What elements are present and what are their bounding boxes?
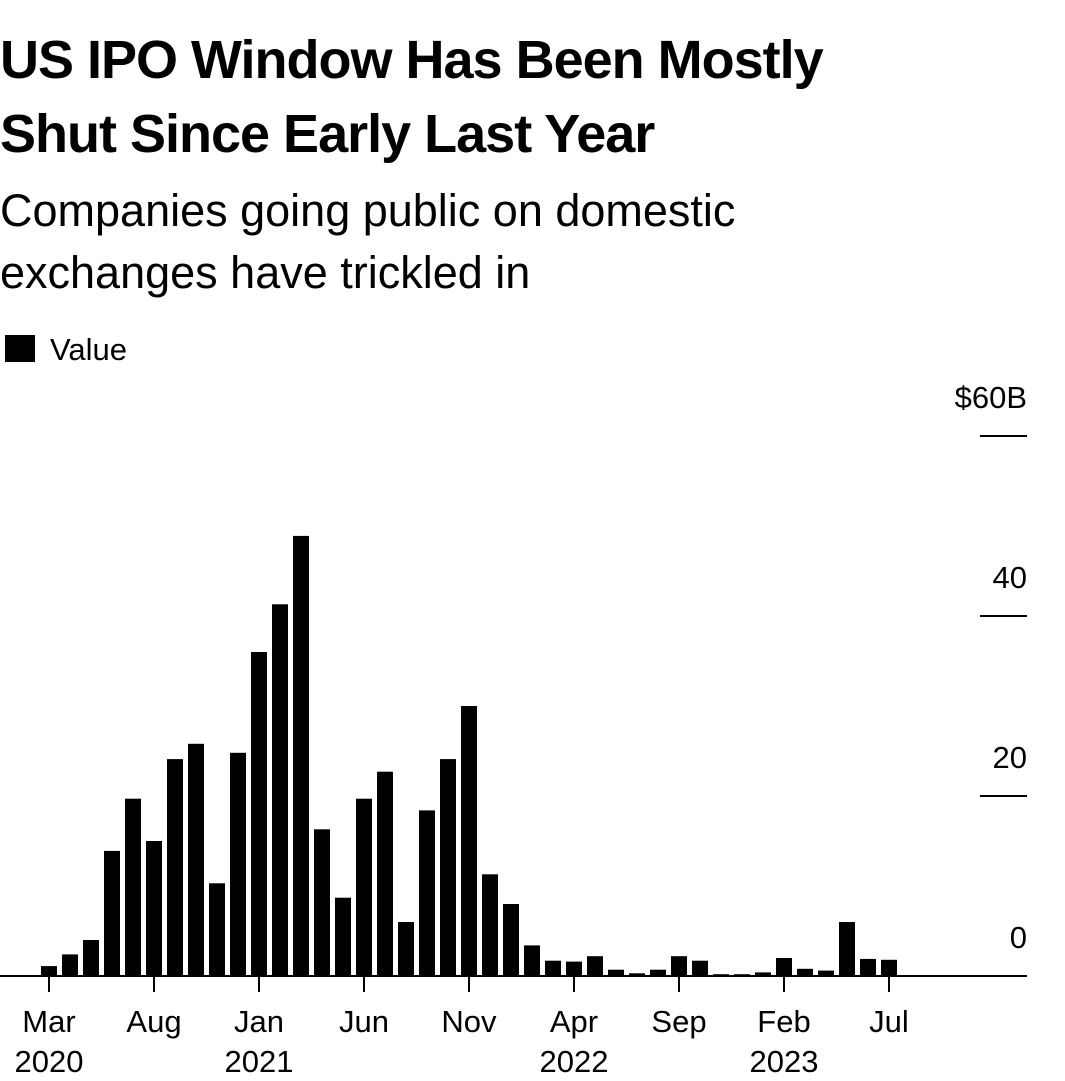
bar — [713, 974, 729, 976]
bar — [104, 850, 120, 976]
bar — [41, 966, 57, 976]
bar — [461, 706, 477, 976]
bar — [545, 960, 561, 976]
y-tick-label: 20 — [993, 740, 1027, 775]
y-tick-label: 0 — [1010, 920, 1027, 955]
x-tick-label: Jan 2021 — [225, 1004, 294, 1079]
chart-subtitle: Companies going public on domestic — [0, 185, 735, 236]
x-tick-label: Aug — [126, 1004, 181, 1039]
bar — [419, 810, 435, 976]
bar — [83, 940, 99, 976]
bar — [755, 972, 771, 976]
bar — [587, 956, 603, 976]
bar — [251, 652, 267, 976]
bar — [503, 904, 519, 976]
bar — [377, 771, 393, 976]
bar — [566, 961, 582, 976]
bar — [881, 959, 897, 976]
bar — [860, 958, 876, 976]
legend-swatch — [5, 335, 35, 362]
legend-label: Value — [50, 332, 127, 367]
chart-title: Shut Since Early Last Year — [0, 104, 655, 164]
bar — [293, 535, 309, 976]
x-tick-label: Jul — [869, 1004, 909, 1039]
bar — [440, 759, 456, 976]
bar — [734, 974, 750, 976]
chart-title: US IPO Window Has Been Mostly — [0, 30, 824, 90]
bar — [776, 958, 792, 976]
bar — [692, 960, 708, 976]
bar — [125, 798, 141, 976]
bar — [272, 604, 288, 976]
bar — [335, 897, 351, 976]
bar — [524, 945, 540, 976]
bar — [167, 759, 183, 976]
bar — [356, 798, 372, 976]
chart-subtitle: exchanges have trickled in — [0, 247, 530, 298]
bar — [230, 752, 246, 976]
bar — [797, 968, 813, 976]
bar — [650, 969, 666, 976]
bar — [188, 743, 204, 976]
y-tick-label: $60B — [955, 380, 1027, 415]
bar — [209, 883, 225, 976]
bar — [398, 922, 414, 976]
bar — [671, 956, 687, 976]
bar — [818, 970, 834, 976]
x-tick-label: Mar 2020 — [15, 1004, 84, 1079]
x-tick-label: Jun — [339, 1004, 389, 1039]
bar — [482, 874, 498, 976]
x-tick-label: Apr 2022 — [540, 1004, 609, 1079]
bar — [146, 841, 162, 976]
bar — [62, 954, 78, 976]
bar — [314, 829, 330, 976]
x-tick-label: Nov — [441, 1004, 497, 1039]
x-tick-label: Sep — [651, 1004, 706, 1039]
bar — [608, 969, 624, 976]
bar — [629, 973, 645, 976]
bar — [839, 922, 855, 976]
x-tick-label: Feb 2023 — [750, 1004, 819, 1079]
y-tick-label: 40 — [993, 560, 1027, 595]
